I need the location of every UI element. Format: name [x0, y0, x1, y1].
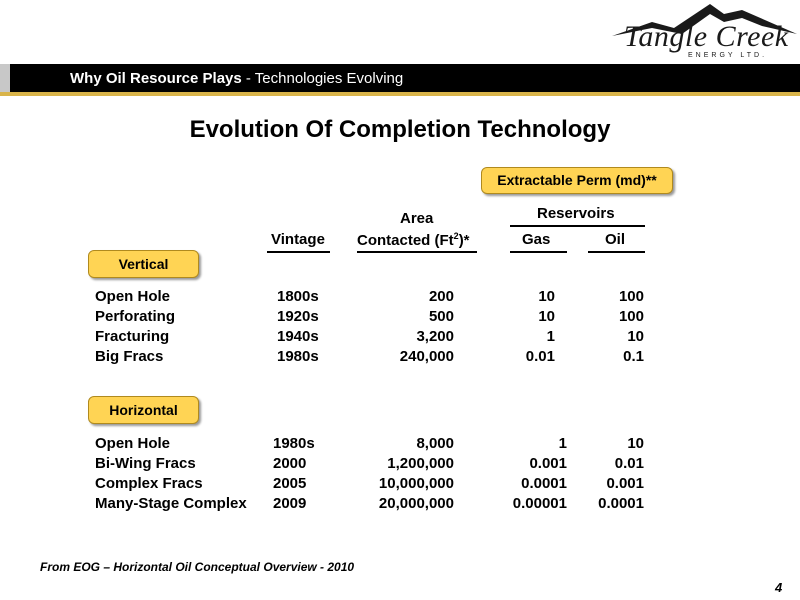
row-technology: Open Hole — [95, 435, 171, 452]
header-bar: Why Oil Resource Plays - Technologies Ev… — [0, 64, 800, 92]
area-header-line2: Contacted (Ft2)* — [357, 231, 470, 249]
row-vintage: 1980s — [277, 348, 319, 365]
row-vintage: 1800s — [277, 288, 319, 305]
row-gas: 1 — [546, 328, 555, 345]
source-note: From EOG – Horizontal Oil Conceptual Ove… — [40, 560, 355, 574]
row-technology: Many-Stage Complex — [95, 495, 247, 512]
mountain-logo-icon — [612, 4, 797, 36]
row-vintage: 2000 — [273, 455, 307, 472]
row-technology: Complex Fracs — [95, 475, 203, 492]
row-technology: Big Fracs — [95, 348, 164, 365]
row-area: 20,000,000 — [378, 495, 454, 512]
row-area: 240,000 — [399, 348, 454, 365]
row-area: 200 — [428, 288, 454, 305]
row-gas: 0.001 — [529, 455, 567, 472]
vertical-badge: Vertical — [88, 250, 199, 278]
row-vintage: 1980s — [273, 435, 315, 452]
oil-header-underline — [588, 251, 645, 253]
header-title-rest: - Technologies Evolving — [241, 70, 404, 87]
area-header-line1: Area — [400, 210, 434, 227]
logo-name: Tangle Creek — [624, 20, 789, 53]
page-number: 4 — [775, 580, 783, 595]
gas-header-underline — [510, 251, 567, 253]
row-oil: 10 — [627, 435, 644, 452]
row-technology: Bi-Wing Fracs — [95, 455, 196, 472]
row-area: 8,000 — [416, 435, 454, 452]
company-logo: Tangle Creek ENERGY LTD. — [612, 0, 797, 64]
row-gas: 0.01 — [525, 348, 555, 365]
area-header-underline — [357, 251, 477, 253]
row-gas: 0.00001 — [512, 495, 567, 512]
row-oil: 0.01 — [614, 455, 644, 472]
row-oil: 0.0001 — [598, 495, 644, 512]
vintage-header: Vintage — [271, 231, 325, 248]
row-oil: 0.1 — [623, 348, 644, 365]
header-title-bold: Why Oil Resource Plays — [70, 70, 242, 87]
row-area: 10,000,000 — [378, 475, 454, 492]
row-vintage: 1940s — [277, 328, 319, 345]
row-vintage: 2005 — [273, 475, 307, 492]
header-rule — [0, 92, 800, 96]
slide-title: Evolution Of Completion Technology — [189, 116, 611, 143]
row-area: 1,200,000 — [387, 455, 454, 472]
reservoirs-header-underline — [510, 225, 645, 227]
row-technology: Perforating — [95, 308, 176, 325]
gas-header: Gas — [522, 231, 551, 248]
row-gas: 10 — [538, 288, 555, 305]
logo-subtitle: ENERGY LTD. — [688, 52, 768, 59]
row-oil: 100 — [618, 308, 644, 325]
extractable-perm-badge: Extractable Perm (md)** — [481, 167, 673, 194]
row-technology: Fracturing — [95, 328, 170, 345]
vintage-header-underline — [267, 251, 330, 253]
oil-header: Oil — [605, 231, 626, 248]
row-gas: 10 — [538, 308, 555, 325]
row-area: 3,200 — [416, 328, 454, 345]
row-area: 500 — [428, 308, 454, 325]
header-title: Why Oil Resource Plays - Technologies Ev… — [70, 70, 403, 87]
row-vintage: 1920s — [277, 308, 319, 325]
row-vintage: 2009 — [273, 495, 307, 512]
horizontal-badge: Horizontal — [88, 396, 199, 424]
row-gas: 0.0001 — [521, 475, 567, 492]
row-gas: 1 — [558, 435, 567, 452]
row-oil: 100 — [618, 288, 644, 305]
row-technology: Open Hole — [95, 288, 171, 305]
row-oil: 10 — [627, 328, 644, 345]
reservoirs-header: Reservoirs — [537, 205, 615, 222]
header-accent — [0, 64, 10, 92]
row-oil: 0.001 — [606, 475, 644, 492]
